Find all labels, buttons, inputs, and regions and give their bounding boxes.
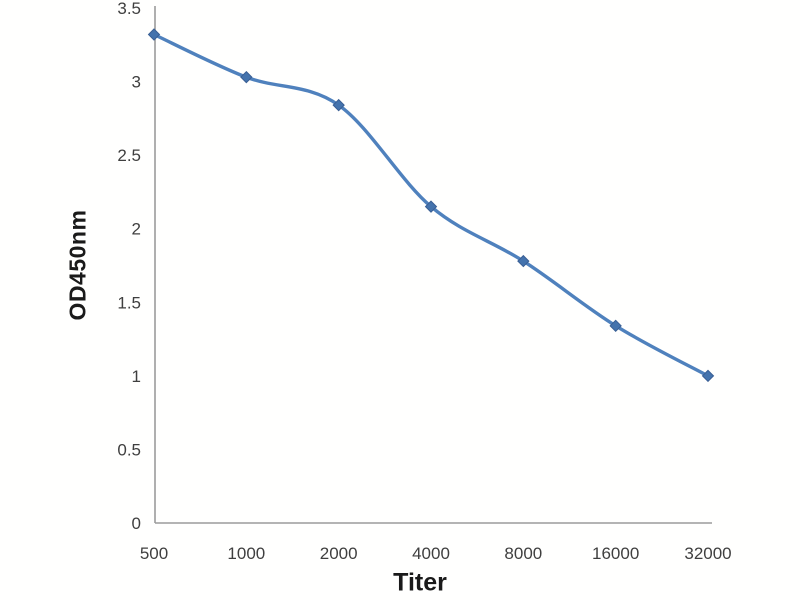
x-axis-title: Titer <box>393 568 447 597</box>
x-tick-label: 500 <box>140 544 168 563</box>
data-point-marker <box>424 200 438 213</box>
x-tick-label: 16000 <box>592 544 639 563</box>
x-tick-label: 32000 <box>684 544 731 563</box>
data-point-marker <box>332 98 345 112</box>
x-tick-label: 4000 <box>412 544 450 563</box>
data-point-marker <box>240 70 253 84</box>
y-tick-label: 0 <box>132 514 141 533</box>
data-point-marker <box>147 28 161 41</box>
y-tick-label: 3 <box>132 73 141 92</box>
data-point-marker <box>517 254 530 268</box>
y-tick-label: 0.5 <box>117 440 141 459</box>
y-tick-label: 2.5 <box>117 146 141 165</box>
data-point-marker <box>609 319 622 333</box>
x-tick-label: 1000 <box>227 544 265 563</box>
data-point-marker <box>701 369 715 383</box>
x-tick-label: 8000 <box>504 544 542 563</box>
x-tick-label: 2000 <box>320 544 358 563</box>
y-axis-title: OD450nm <box>64 209 91 321</box>
y-tick-label: 1 <box>132 367 141 386</box>
y-tick-label: 2 <box>132 220 141 239</box>
y-tick-label: 3.5 <box>117 0 141 18</box>
y-tick-label: 1.5 <box>117 293 141 312</box>
